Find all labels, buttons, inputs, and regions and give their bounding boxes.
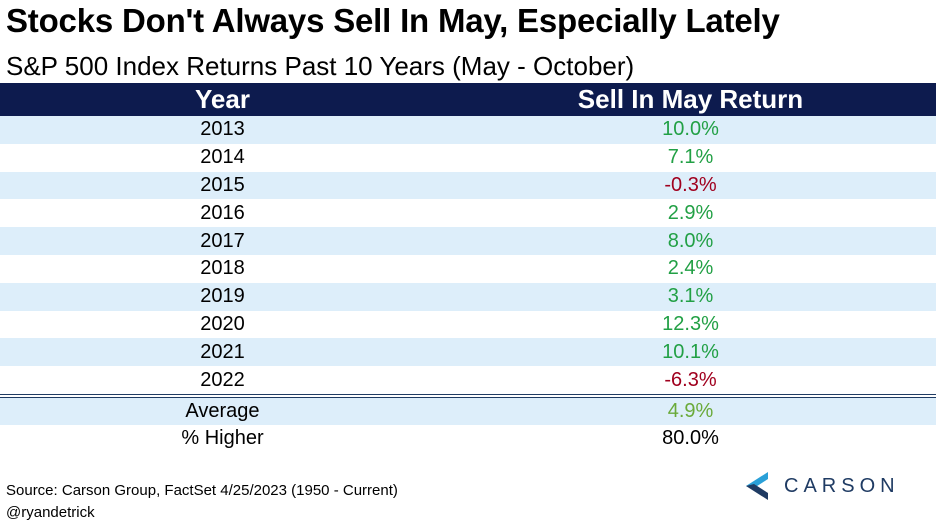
- table-row: 2021 10.1%: [0, 338, 936, 367]
- cell-return: 2.4%: [667, 257, 714, 280]
- summary-row-average: Average 4.9%: [0, 397, 936, 425]
- cell-year: 2014: [200, 146, 245, 169]
- cell-return: 12.3%: [662, 312, 719, 335]
- carson-logo-icon: [746, 472, 768, 500]
- chart-subtitle: S&P 500 Index Returns Past 10 Years (May…: [6, 51, 635, 81]
- cell-year: 2019: [200, 285, 245, 308]
- table-row: 2018 2.4%: [0, 255, 936, 283]
- cell-year: 2013: [200, 118, 245, 141]
- header-year: Year: [195, 84, 250, 114]
- cell-return: 10.0%: [662, 118, 719, 141]
- summary-value: 80.0%: [662, 426, 719, 449]
- cell-year: 2015: [200, 173, 245, 196]
- carson-logo: CARSON: [744, 470, 900, 502]
- cell-year: 2017: [200, 229, 245, 252]
- table-body: 2013 10.0% 2014 7.1% 2015 -0.3% 2016 2.9% 2017 8.…: [0, 116, 936, 394]
- table-row: 2014 7.1%: [0, 144, 936, 172]
- source-note: Source: Carson Group, FactSet 4/25/2023 …: [6, 482, 398, 499]
- cell-year: 2022: [200, 368, 245, 391]
- summary-value: 4.9%: [667, 399, 714, 422]
- summary-label: Average: [185, 399, 260, 422]
- logo-text: CARSON: [784, 474, 900, 497]
- cell-return: -6.3%: [664, 368, 717, 391]
- returns-table: Year Sell In May Return 2013 10.0% 2014 7.1…: [0, 83, 936, 452]
- cell-year: 2018: [200, 257, 245, 280]
- summary-label: % Higher: [181, 426, 264, 449]
- cell-year: 2021: [200, 340, 245, 363]
- summary-separator: [0, 393, 936, 398]
- table-header: Year Sell In May Return: [0, 83, 936, 116]
- cell-return: 10.1%: [662, 340, 719, 363]
- header-return: Sell In May Return: [577, 84, 804, 114]
- table-row: 2015 -0.3%: [0, 171, 936, 200]
- cell-return: 7.1%: [667, 146, 714, 169]
- cell-return: -0.3%: [664, 173, 717, 196]
- cell-return: 3.1%: [667, 285, 714, 308]
- author-handle: @ryandetrick: [6, 504, 95, 521]
- summary-row-higher: % Higher 80.0%: [0, 425, 936, 452]
- table-row: 2017 8.0%: [0, 227, 936, 255]
- table-row: 2013 10.0%: [0, 116, 936, 144]
- table-row: 2016 2.9%: [0, 199, 936, 227]
- cell-year: 2020: [200, 312, 245, 335]
- table-row: 2019 3.1%: [0, 282, 936, 311]
- chart-title: Stocks Don't Always Sell In May, Especia…: [6, 2, 780, 39]
- table-row: 2022 -6.3%: [0, 366, 936, 394]
- cell-return: 2.9%: [667, 201, 714, 224]
- table-row: 2020 12.3%: [0, 311, 936, 339]
- cell-return: 8.0%: [667, 229, 714, 252]
- cell-year: 2016: [200, 201, 245, 224]
